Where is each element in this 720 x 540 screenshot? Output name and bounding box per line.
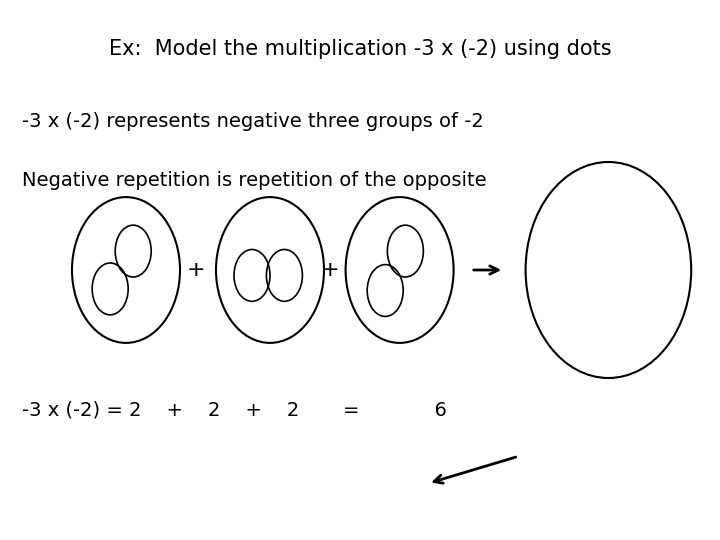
Text: +: + [186,260,205,280]
Text: -3 x (-2) = 2    +    2    +    2       =            6: -3 x (-2) = 2 + 2 + 2 = 6 [22,401,446,420]
Text: Negative repetition is repetition of the opposite: Negative repetition is repetition of the… [22,171,486,191]
Text: +: + [320,260,339,280]
Text: -3 x (-2) represents negative three groups of -2: -3 x (-2) represents negative three grou… [22,112,483,131]
Text: Ex:  Model the multiplication -3 x (-2) using dots: Ex: Model the multiplication -3 x (-2) u… [109,38,611,59]
